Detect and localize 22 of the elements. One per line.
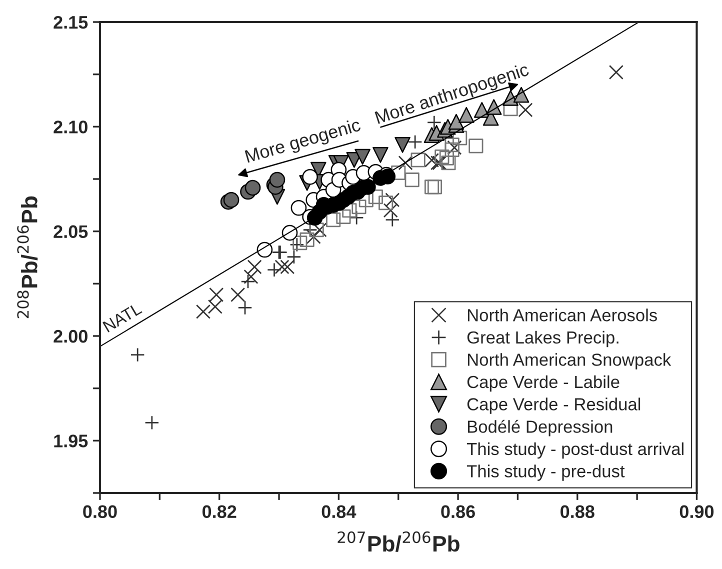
y-tick-label: 2.00	[54, 330, 88, 343]
legend-label: Bodélé Depression	[468, 420, 612, 436]
annotation: NATL	[102, 302, 142, 332]
legend-label: North American Aerosols	[468, 308, 657, 322]
x-tick-label: 0.86	[441, 505, 475, 518]
legend-label: Cape Verde - Residual	[467, 398, 640, 414]
y-tick-label: 2.05	[54, 225, 88, 238]
x-axis-title: $^{207}$Pb/$^{206}$Pb	[338, 531, 460, 552]
y-tick-label: 2.10	[54, 120, 88, 134]
x-tick-label: 0.84	[322, 505, 356, 518]
legend-label: Great Lakes Precip.	[467, 330, 618, 348]
y-tick-label: 2.15	[54, 16, 88, 29]
x-tick-label: 0.88	[560, 505, 594, 518]
legend-label: Cape Verde - Labile	[467, 375, 620, 392]
legend-label: This study - post-dust arrival	[466, 442, 684, 459]
legend-label: North American Snowpack	[468, 353, 672, 370]
x-tick-label: 0.82	[202, 505, 236, 518]
y-tick-label: 1.95	[54, 434, 88, 448]
y-axis-title: $^{208}$Pb/$^{206}$Pb	[17, 196, 38, 318]
legend-label: This study - pre-dust	[466, 464, 625, 481]
x-tick-label: 0.90	[680, 505, 714, 518]
x-tick-label: 0.80	[83, 505, 117, 518]
